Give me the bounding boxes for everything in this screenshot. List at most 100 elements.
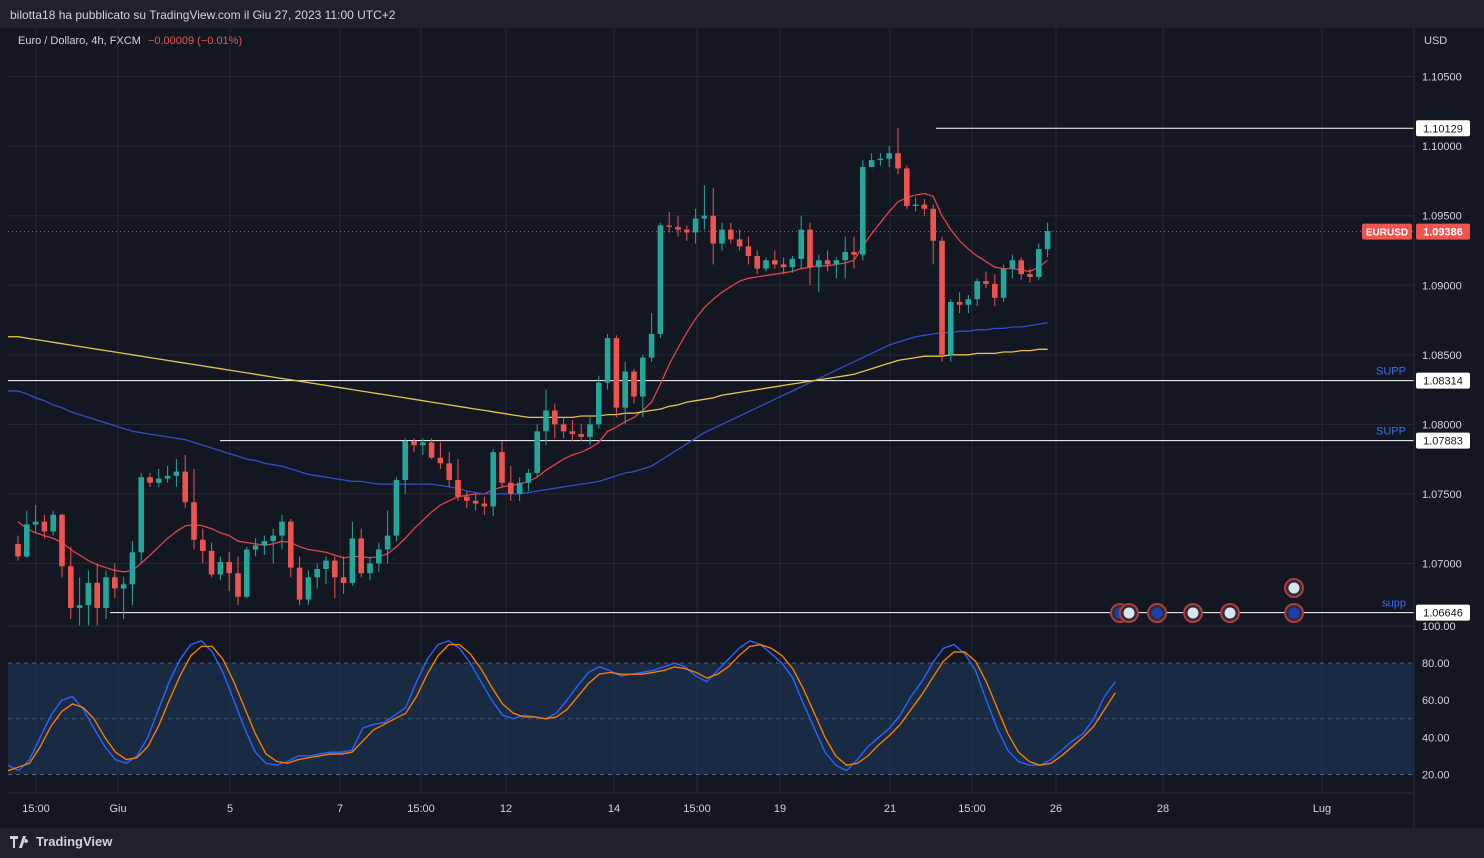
candle-body (543, 410, 549, 432)
candle-body (464, 496, 470, 501)
candle-body (983, 281, 989, 284)
price-tick: 1.08500 (1422, 350, 1462, 362)
candle-body (437, 457, 444, 464)
candle-body (807, 229, 813, 268)
candle-body (692, 218, 699, 233)
candle-body (156, 478, 162, 483)
candle-body (824, 260, 831, 265)
brand-name: TradingView (36, 834, 113, 849)
candle-body (76, 605, 83, 608)
candle-body (648, 333, 655, 358)
candle-body (622, 371, 628, 408)
time-tick: 15:00 (22, 803, 50, 815)
tradingview-logo-icon (10, 835, 29, 848)
candle-body (305, 577, 312, 600)
price-tick: 1.07500 (1422, 489, 1462, 501)
moving-average-line (17, 322, 1048, 495)
candle-body (340, 577, 347, 583)
candle-body (1036, 249, 1042, 277)
candle-body (596, 382, 602, 425)
candle-body (569, 431, 576, 435)
time-tick: 7 (337, 803, 343, 815)
candle-body (402, 441, 408, 480)
candle-body (930, 208, 936, 241)
moving-average-line (17, 192, 1049, 573)
chart-canvas[interactable]: SUPP SUPP supp 1.10500 1.10000 1.09500 1.0900… (0, 28, 1484, 828)
oscillator-tick: 80.00 (1422, 658, 1450, 670)
moving-average-line (17, 336, 1048, 419)
candle-body (974, 281, 980, 300)
level-price-tag-text: 1.07883 (1423, 436, 1463, 448)
time-tick: 12 (500, 803, 512, 815)
candle-body (182, 471, 188, 503)
candle-body (323, 560, 329, 569)
candle-body (191, 502, 197, 540)
candle-body (446, 463, 452, 480)
event-markers[interactable] (1110, 578, 1304, 623)
moving-averages (8, 192, 1049, 573)
us-flag-icon (1187, 607, 1199, 619)
candle-body (112, 577, 118, 589)
candle-body (314, 568, 320, 578)
symbol-legend[interactable]: Euro / Dollaro, 4h, FXCM −0.00009 (−0.01… (18, 35, 242, 47)
candle-body (772, 260, 778, 265)
price-axis[interactable]: 1.10500 1.10000 1.09500 1.09000 1.08500 1.080… (1362, 72, 1470, 621)
candle-body (270, 535, 276, 542)
us-flag-icon (1123, 607, 1135, 619)
candle-body (208, 550, 215, 575)
candle-body (173, 471, 180, 476)
candle-body (736, 239, 743, 247)
candle-body (499, 452, 505, 483)
currency-label: USD (1424, 35, 1447, 47)
tradingview-logo[interactable]: TradingView (10, 834, 112, 849)
symbol-name: Euro / Dollaro, 4h, FXCM (18, 35, 141, 47)
candle-body (94, 582, 100, 608)
candle-body (560, 424, 567, 432)
time-tick: Lug (1313, 803, 1331, 815)
candle-body (332, 560, 338, 578)
candle-body (675, 226, 681, 230)
candle-body (701, 215, 708, 219)
time-axis[interactable]: 15:00 Giu 5 7 15:00 12 14 15:00 19 21 15:00 26 28 Lug (22, 803, 1331, 815)
us-flag-icon (1224, 607, 1236, 619)
time-tick: Giu (109, 803, 126, 815)
candle-body (217, 562, 224, 575)
level-price-tag-text: 1.06646 (1423, 608, 1463, 620)
candle-body (587, 424, 593, 437)
stochastic-line (7, 639, 1116, 772)
candle-body (147, 477, 153, 483)
current-price-tag-text: 1.09386 (1423, 227, 1463, 239)
candle-body (631, 371, 637, 397)
level-price-tag (1416, 604, 1470, 621)
candle-body (41, 521, 48, 532)
candle-body (472, 500, 479, 504)
price-tick: 1.10500 (1422, 72, 1462, 84)
candle-body (129, 552, 136, 585)
candle-body (1027, 274, 1033, 277)
oscillator-tick: 20.00 (1422, 769, 1450, 781)
time-tick: 15:00 (407, 803, 435, 815)
candle-body (992, 283, 998, 298)
candle-body (798, 229, 804, 259)
candle-body (921, 204, 928, 209)
oscillator-axis[interactable]: 100.00 80.00 60.00 40.00 20.00 (1422, 621, 1456, 781)
time-tick: 26 (1050, 803, 1062, 815)
time-tick: 14 (608, 803, 620, 815)
attribution-bar: bilotta18 ha pubblicato su TradingView.c… (0, 0, 1484, 28)
candle-body (420, 442, 426, 446)
candle-body (200, 539, 206, 551)
level-price-tag-text: 1.08314 (1423, 376, 1463, 388)
current-price-tag (1416, 223, 1470, 240)
price-tick: 1.09500 (1422, 211, 1462, 223)
candle-body (604, 338, 611, 383)
level-label: SUPP (1376, 426, 1406, 438)
candle-body (789, 258, 796, 268)
candle-body (226, 562, 232, 574)
candle-body (393, 479, 400, 536)
candle-body (534, 431, 540, 474)
candle-body (877, 158, 884, 161)
candle-body (904, 168, 910, 207)
stochastic-oscillator (7, 639, 1116, 772)
candle-body (965, 299, 972, 305)
candle-body (384, 535, 391, 550)
